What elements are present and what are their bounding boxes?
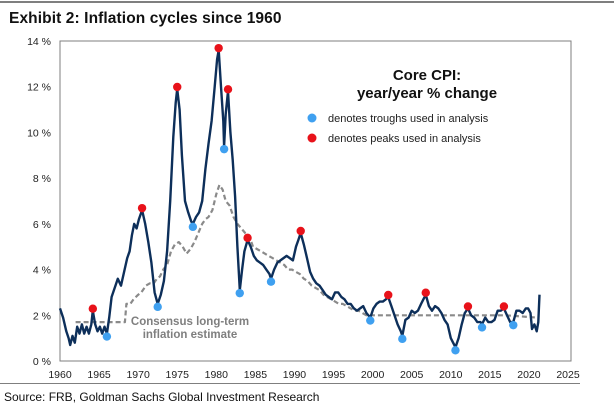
peak-marker [463,302,473,311]
legend-peak-marker [307,133,317,143]
legend-trough-label: denotes troughs used in analysis [328,113,489,125]
x-tick-label: 1970 [126,369,150,381]
legend-trough-marker [307,113,317,123]
core-cpi-line [58,48,541,349]
x-tick-label: 1995 [322,369,346,381]
series-layer [58,48,541,349]
y-tick-label: 4 % [33,265,51,277]
peak-marker [296,226,305,236]
peak-marker [88,304,98,313]
bottom-rule [0,383,580,384]
legend: Core CPI: year/year % change denotes tro… [307,67,497,145]
x-axis-ticks: 1960 1965 1970 1975 1980 1985 1990 1995 2000 2005… [48,369,580,381]
trough-marker [235,288,244,298]
y-tick-label: 10 % [27,127,51,139]
peak-marker [421,288,430,297]
x-tick-label: 2010 [439,369,463,381]
x-tick-label: 2005 [400,369,424,381]
trough-marker [266,277,276,286]
x-tick-label: 1965 [87,369,111,381]
legend-title-line2: year/year % change [357,85,497,102]
trough-marker [509,320,518,330]
trough-marker [153,302,162,312]
x-tick-label: 1960 [48,369,72,381]
marker-layer [88,43,518,355]
top-rule [0,1,614,3]
peak-marker [137,203,147,213]
x-tick-label: 1985 [244,369,268,381]
peak-marker [499,302,509,311]
x-tick-label: 1990 [283,369,307,381]
peak-marker [223,85,233,94]
y-tick-label: 0 % [33,356,51,368]
x-tick-label: 2015 [478,369,502,381]
legend-peak-label: denotes peaks used in analysis [328,133,481,145]
x-tick-label: 1975 [166,369,190,381]
x-tick-label: 2025 [556,369,580,381]
trough-marker [366,316,375,325]
y-tick-label: 6 % [33,219,51,231]
trough-marker [451,346,460,355]
y-axis-ticks: 0 % 2 % 4 % 6 % 8 % 10 % 12 % 14 % [27,36,51,368]
trough-marker [188,222,198,232]
source-note: Source: FRB, Goldman Sachs Global Invest… [4,390,320,404]
chart-title: Exhibit 2: Inflation cycles since 1960 [9,10,282,27]
legend-title-line1: Core CPI: [393,67,461,84]
peak-marker [243,233,252,243]
annotation-line1: Consensus long-term [131,316,249,328]
consensus-annotation: Consensus long-term inflation estimate [131,316,249,341]
y-tick-label: 14 % [27,36,51,48]
trough-marker [477,323,487,332]
plot-frame [59,40,572,362]
y-tick-label: 12 % [27,82,51,94]
x-tick-label: 2020 [517,369,541,381]
peak-marker [384,290,393,300]
consensus-estimate-line [75,183,537,324]
trough-marker [398,334,407,344]
peak-marker [173,82,182,92]
trough-marker [219,144,229,154]
y-tick-label: 2 % [33,310,51,322]
y-tick-label: 8 % [33,173,51,185]
x-tick-label: 1980 [205,369,229,381]
trough-marker [102,332,112,341]
peak-marker [214,43,223,53]
x-tick-label: 2000 [361,369,385,381]
annotation-line2: inflation estimate [143,329,238,341]
